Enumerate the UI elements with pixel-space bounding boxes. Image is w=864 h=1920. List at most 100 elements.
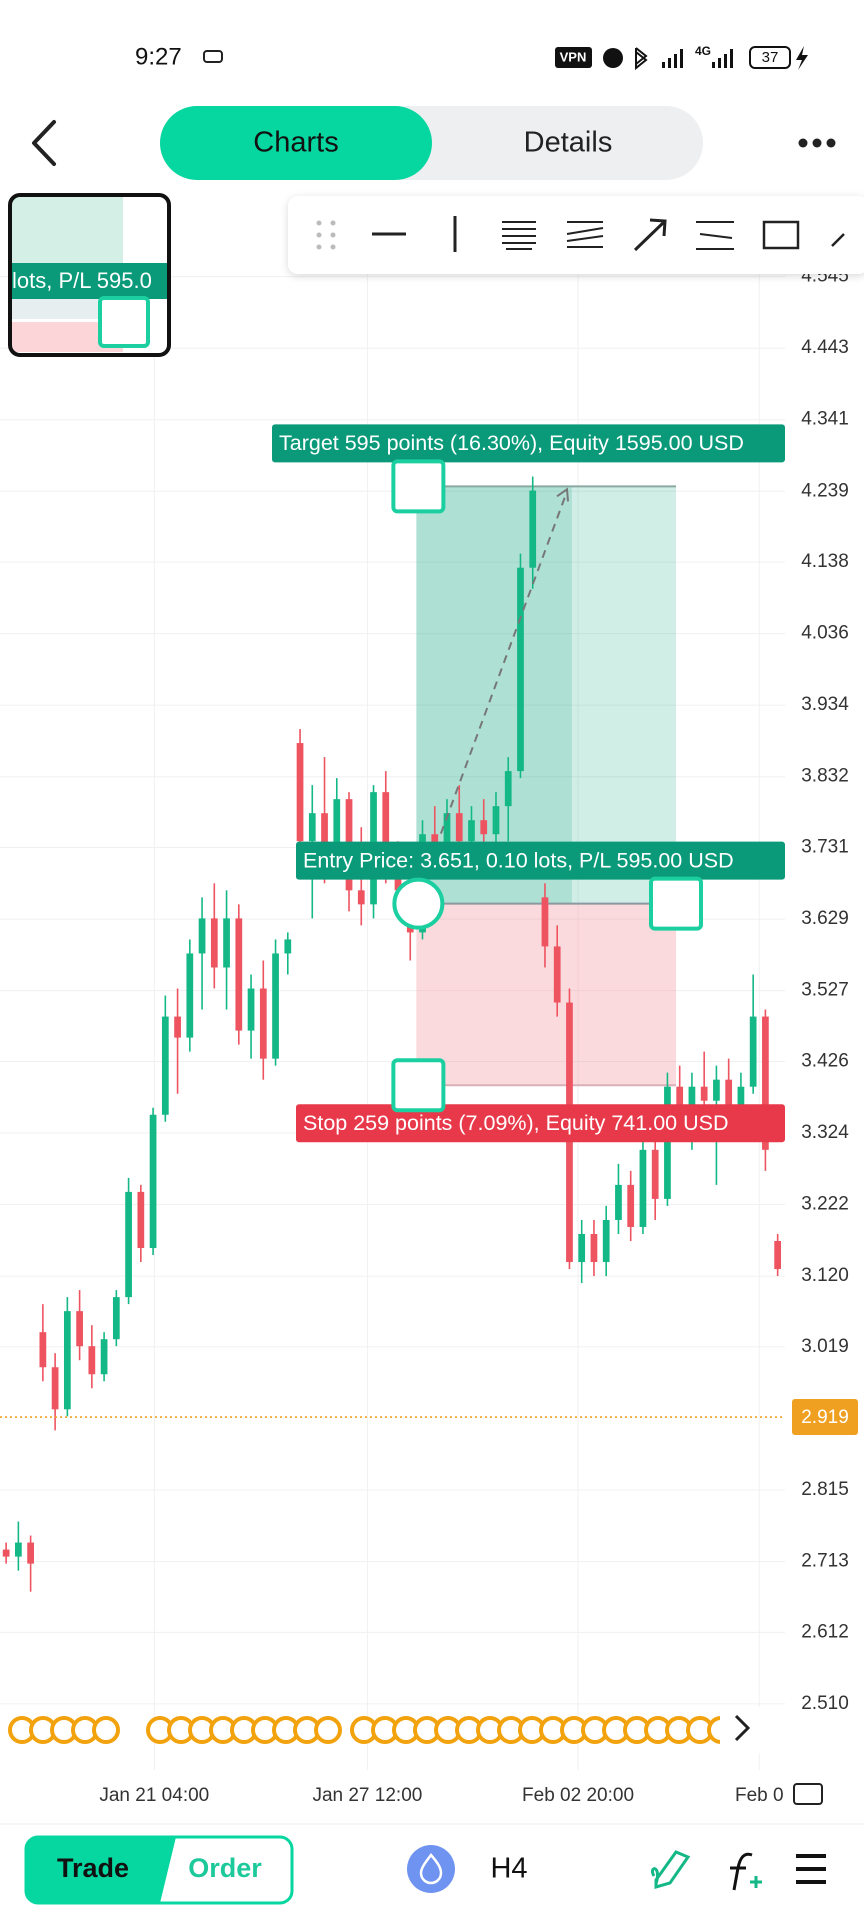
entry-handle[interactable] (392, 877, 445, 930)
order-button[interactable]: Order (188, 1853, 262, 1883)
candle-body (774, 1240, 782, 1270)
candle-body (517, 567, 524, 772)
candle-body (651, 1149, 659, 1199)
candle-body (700, 1086, 708, 1101)
candle-body (333, 799, 341, 863)
tab-active[interactable] (160, 106, 432, 180)
candle-body (198, 918, 206, 954)
function-icon[interactable] (730, 1852, 753, 1891)
charging-icon (796, 46, 808, 70)
network: 4G (695, 44, 711, 58)
signal-icon (662, 49, 733, 68)
candle-body (88, 1346, 96, 1375)
x-tick-label: Jan 21 04:00 (99, 1785, 209, 1806)
candle-body (394, 869, 402, 891)
x-tick-label: Feb 0 (735, 1785, 784, 1806)
chart: 4.5454.4434.3414.2394.1384.0363.9343.832… (0, 196, 858, 1806)
candle-body (2, 1549, 10, 1557)
candle-body (272, 953, 279, 1059)
width-handle[interactable] (649, 876, 704, 931)
candle-body (468, 820, 475, 842)
indicator-icon[interactable] (407, 1845, 455, 1893)
candle-body (296, 743, 304, 842)
candle-body (27, 1542, 34, 1564)
tool-parallel[interactable] (696, 221, 734, 250)
projection-arrowhead (556, 487, 570, 502)
candle-body (431, 834, 439, 849)
candle-body (125, 1191, 132, 1298)
time: 9:27 (135, 43, 182, 70)
minimap-handle (98, 296, 150, 348)
tool-fib[interactable] (502, 221, 536, 250)
timeframe[interactable]: H4 (490, 1853, 527, 1885)
toolbar-bg (288, 196, 864, 274)
candle-body (639, 1149, 647, 1227)
candle-body (247, 988, 255, 1031)
minimap-band (12, 299, 123, 319)
target-label-bg (272, 424, 785, 463)
y-tick-label: 3.832 (801, 766, 849, 787)
y-tick-label: 4.138 (801, 551, 849, 572)
candle-body (308, 813, 316, 842)
bluetooth-icon (635, 47, 648, 71)
candle-body (284, 939, 292, 954)
trade-button[interactable]: Trade (57, 1853, 129, 1883)
event-strip (8, 1707, 766, 1753)
candle-body (210, 918, 218, 968)
candle-body (321, 813, 328, 863)
stop-label-bg (296, 1104, 785, 1143)
event-next[interactable] (734, 1714, 751, 1742)
candle-body (39, 1332, 47, 1368)
y-tick-label: 2.815 (801, 1479, 849, 1500)
stop-handle[interactable] (391, 1058, 446, 1113)
candle-body (161, 1016, 169, 1115)
tab-charts[interactable]: Charts (253, 127, 338, 159)
candle-body (186, 953, 194, 1038)
y-tick-label: 3.324 (801, 1122, 849, 1143)
header: Charts Details (32, 106, 836, 180)
y-tick-label: 3.222 (801, 1194, 849, 1215)
candle-body (235, 918, 243, 1031)
y-tick-label: 2.510 (801, 1693, 849, 1714)
candle-body (76, 1311, 83, 1347)
x-tick-label: Jan 27 12:00 (312, 1785, 422, 1806)
more-button[interactable] (798, 138, 836, 148)
target-handle[interactable] (391, 459, 446, 514)
target-label: Target 595 points (16.30%), Equity 1595.… (279, 431, 744, 455)
y-tick-label: 4.239 (801, 480, 849, 501)
candle-body (725, 1079, 733, 1108)
tool-rect[interactable] (762, 220, 800, 250)
candle-body (223, 918, 230, 968)
draw-icon[interactable] (651, 1850, 691, 1889)
candle-body (664, 1086, 671, 1199)
tool-more[interactable] (831, 233, 845, 247)
vpn: VPN (560, 49, 587, 64)
tool-arrow[interactable] (633, 218, 667, 252)
candle-body (713, 1079, 720, 1101)
vpn-badge (555, 47, 592, 68)
candle-body (541, 897, 549, 947)
current-price-tag (792, 1399, 858, 1436)
back-button[interactable] (32, 120, 56, 166)
y-tick-label: 3.934 (801, 694, 849, 715)
bottom-bar: Trade Order H4 (0, 1823, 864, 1920)
y-tick-label: 4.443 (801, 337, 849, 358)
candle-body (749, 1016, 757, 1087)
y-tick-label: 3.629 (801, 908, 849, 929)
candle-body (174, 1016, 181, 1038)
alarm-icon (603, 48, 623, 68)
y-tick-label: 3.731 (801, 837, 849, 858)
event-icon (92, 1716, 120, 1744)
menu-icon[interactable] (796, 1854, 826, 1884)
y-tick-label: 3.019 (801, 1336, 849, 1357)
drag-handle[interactable] (316, 220, 336, 250)
y-tick-label: 4.341 (801, 409, 849, 430)
tab-details[interactable]: Details (524, 127, 613, 159)
fullscreen-icon (793, 1783, 823, 1805)
toggle-active[interactable] (26, 1837, 176, 1903)
entry-label: Entry Price: 3.651, 0.10 lots, P/L 595.0… (303, 848, 734, 872)
tool-channel[interactable] (566, 221, 604, 248)
drawing-toolbar (288, 196, 864, 274)
